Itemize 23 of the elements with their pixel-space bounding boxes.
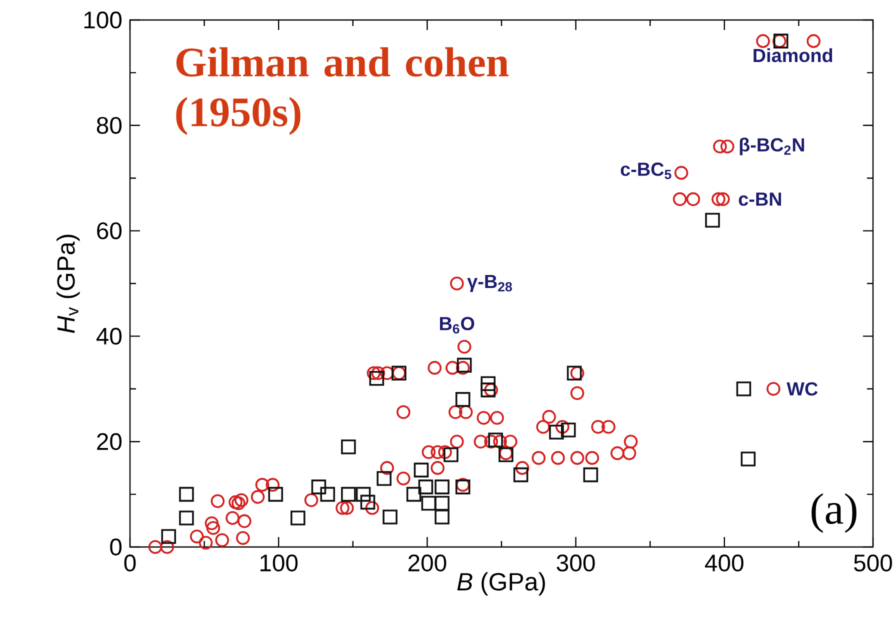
annotation: WC bbox=[786, 382, 818, 396]
annotation: c-BC$_{5}$ bbox=[620, 162, 672, 180]
x-axis-title: B (GPa) bbox=[457, 572, 545, 596]
x-tick-label: 400 bbox=[705, 554, 744, 572]
y-tick-label: 0 bbox=[110, 538, 122, 556]
x-tick-label: 500 bbox=[854, 554, 892, 572]
x-tick-label: 200 bbox=[408, 554, 446, 572]
x-tick-label: 0 bbox=[124, 554, 136, 572]
annotation: B$_{6}$O bbox=[440, 316, 474, 334]
y-tick-label: 100 bbox=[84, 12, 122, 28]
annotation: γ-B$_{28}$ bbox=[467, 275, 512, 292]
y-tick-label: 80 bbox=[96, 116, 122, 134]
y-tick-label: 60 bbox=[97, 222, 122, 240]
x-tick-label: 100 bbox=[260, 554, 298, 572]
annotation: (a) bbox=[812, 493, 856, 533]
annotation: Diamond bbox=[754, 48, 832, 62]
y-tick-label: 40 bbox=[96, 328, 122, 345]
annotation: c-BN bbox=[738, 192, 782, 206]
annotation: β-BC$_{2}$N bbox=[740, 138, 804, 156]
y-tick-label: 20 bbox=[97, 433, 122, 450]
y-axis-title: H$_{v}$ (GPa) bbox=[56, 234, 80, 334]
x-tick-label: 300 bbox=[556, 554, 595, 572]
text: Gilman and cohen (1950s) bbox=[176, 47, 509, 135]
